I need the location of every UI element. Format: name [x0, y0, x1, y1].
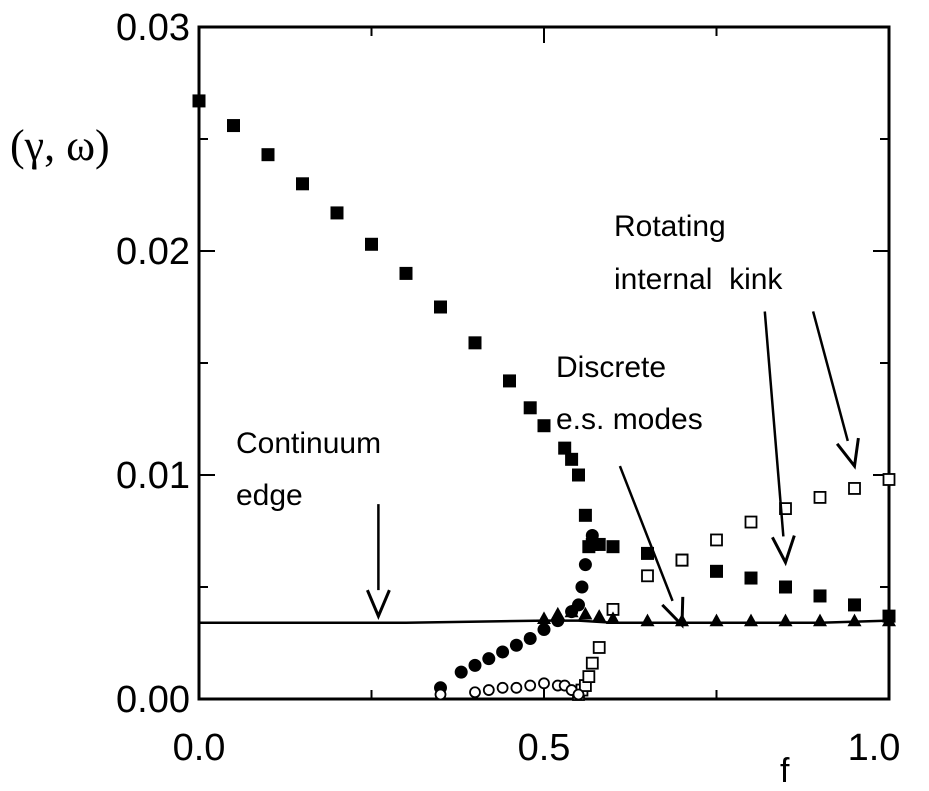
data-point-filled-square — [399, 266, 413, 280]
data-point-filled-triangle — [778, 613, 793, 627]
data-point-filled-triangle — [592, 609, 607, 622]
data-point-filled-square — [710, 564, 723, 578]
annotation-arrow-shaft — [763, 311, 785, 537]
data-point-filled-circle — [496, 645, 510, 659]
data-point-filled-triangle — [709, 613, 724, 627]
data-point-filled-square — [365, 237, 378, 251]
data-point-open-square — [641, 569, 654, 583]
data-point-filled-square — [578, 508, 592, 522]
data-point-open-square — [585, 656, 599, 670]
data-point-filled-triangle — [606, 611, 620, 624]
data-point-filled-square — [592, 537, 606, 551]
data-point-filled-square — [558, 441, 572, 455]
data-point-filled-triangle — [744, 613, 758, 627]
data-point-filled-circle — [482, 652, 496, 666]
data-point-filled-square — [848, 598, 861, 612]
y-tick-label-0.02: 0.02 — [116, 231, 190, 273]
data-point-filled-triangle — [882, 613, 896, 627]
data-point-open-square — [592, 641, 606, 654]
data-point-filled-square — [523, 401, 537, 415]
data-point-filled-square — [779, 580, 792, 594]
x-tick-label-0.0: 0.0 — [173, 727, 226, 769]
x-axis-label: f — [780, 752, 790, 790]
data-point-open-circle — [434, 688, 447, 701]
data-point-filled-square — [503, 374, 516, 388]
data-point-open-circle — [524, 679, 537, 692]
data-point-filled-square — [606, 540, 620, 554]
annotation-arrow-head — [661, 596, 685, 629]
data-point-filled-triangle — [550, 606, 565, 620]
data-point-filled-circle — [468, 658, 482, 672]
annotation-arrow-head — [366, 589, 391, 620]
annotation-rotating-kink-line2: internal kink — [614, 263, 783, 296]
data-point-filled-circle — [523, 632, 537, 646]
data-point-filled-circle — [454, 665, 468, 679]
annotation-rotating-kink-line1: Rotating — [614, 210, 726, 243]
axis-ticks — [198, 26, 890, 700]
data-point-filled-square — [261, 148, 275, 162]
data-point-filled-circle — [537, 623, 551, 637]
data-point-filled-square — [296, 177, 309, 191]
data-point-filled-square — [813, 589, 827, 603]
data-point-filled-square — [744, 571, 758, 585]
data-point-filled-triangle — [640, 613, 655, 627]
x-tick-label-1.0: 1.0 — [848, 727, 901, 769]
annotation-arrow-head — [771, 535, 796, 567]
data-point-open-circle — [572, 688, 585, 701]
data-point-filled-triangle — [847, 613, 862, 627]
data-point-open-square — [582, 670, 596, 683]
annotation-discrete-modes-line2: e.s. modes — [556, 403, 703, 436]
data-point-open-square — [675, 553, 689, 567]
y-tick-label-0.03: 0.03 — [116, 7, 190, 49]
data-point-open-square — [744, 515, 758, 529]
data-point-open-circle — [538, 677, 550, 690]
y-axis-label: (γ, ω) — [10, 121, 110, 170]
data-marks — [192, 94, 896, 701]
data-point-filled-square — [565, 452, 579, 466]
data-point-open-square — [848, 482, 861, 495]
data-point-open-circle — [510, 681, 523, 694]
data-point-filled-triangle — [813, 613, 827, 627]
annotation-discrete-modes-line1: Discrete — [556, 351, 666, 384]
data-point-filled-square — [537, 419, 551, 433]
y-tick-label-0.01: 0.01 — [116, 455, 190, 497]
plot-frame — [197, 25, 891, 701]
data-point-filled-square — [641, 546, 654, 560]
y-tick-label-0.00: 0.00 — [116, 679, 190, 721]
data-point-filled-circle — [572, 598, 585, 612]
data-point-filled-circle — [509, 638, 523, 652]
annotation-continuum-edge-line1: Continuum — [236, 427, 381, 460]
data-point-filled-circle — [578, 558, 592, 572]
annotation-arrow-head — [835, 437, 860, 470]
x-tick-label-0.5: 0.5 — [518, 727, 571, 769]
data-point-open-square — [813, 490, 827, 504]
annotation-continuum-edge-line2: edge — [236, 479, 303, 512]
annotation-arrow-shaft — [811, 311, 849, 442]
data-point-open-circle — [496, 681, 509, 694]
data-point-filled-square — [434, 300, 447, 314]
annotation-arrows — [366, 311, 860, 629]
data-point-filled-circle — [585, 528, 599, 542]
data-point-filled-square — [330, 206, 344, 220]
data-point-filled-square — [572, 468, 585, 482]
data-point-open-circle — [469, 686, 481, 699]
data-point-open-square — [882, 473, 896, 486]
data-point-filled-circle — [575, 580, 589, 594]
data-point-filled-triangle — [564, 604, 579, 618]
data-point-filled-triangle — [537, 611, 551, 624]
data-point-filled-square — [192, 94, 206, 108]
data-point-open-square — [710, 533, 723, 547]
data-point-open-circle — [482, 684, 495, 696]
data-point-filled-square — [227, 119, 240, 133]
data-point-filled-square — [468, 336, 482, 350]
data-point-filled-triangle — [578, 606, 593, 620]
annotation-arrow-shaft — [618, 465, 674, 602]
